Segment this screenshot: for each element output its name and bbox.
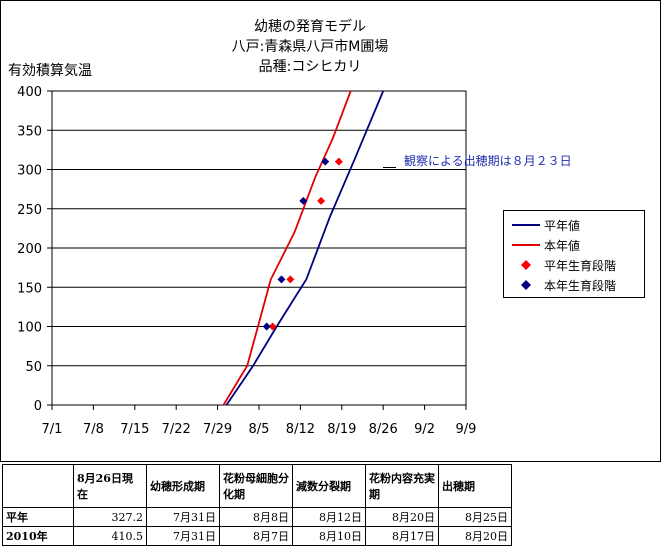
x-tick-label: 9/2	[414, 422, 435, 437]
y-tick-label: 350	[17, 124, 42, 139]
legend-item-current-line: 本年値	[504, 235, 644, 255]
y-tick-label: 200	[17, 242, 42, 257]
table-cell: 8月10日	[292, 526, 366, 546]
y-axis-label: 有効積算気温	[8, 63, 92, 79]
chart-title-line-3: 品種:コシヒカリ	[258, 59, 362, 75]
legend-label: 平年生育段階	[544, 259, 617, 273]
y-tick-label: 250	[17, 203, 42, 218]
data-point-diamond	[262, 322, 271, 331]
table-cell: 2010年	[2, 526, 74, 546]
chart-title-line-1: 幼穂の発育モデル	[254, 19, 366, 35]
x-tick-label: 7/22	[162, 422, 191, 437]
legend-line-swatch-navy	[512, 224, 540, 226]
y-tick-label: 0	[34, 399, 42, 414]
table-cell: 7月31日	[146, 526, 220, 546]
table-header-cell: 花粉内容充実期	[365, 464, 439, 508]
series-line-1	[222, 90, 352, 406]
x-tick-label: 7/8	[83, 422, 104, 437]
x-tick-label: 7/29	[203, 422, 232, 437]
table-cell: 7月31日	[146, 507, 220, 527]
x-tick-label: 7/1	[42, 422, 63, 437]
table-cell: 8月12日	[292, 507, 366, 527]
series-line-0	[225, 90, 385, 406]
line-chart: 0 50 100 150 200 250 300 350 400 7/1 7/8 7/15 7/22 7/…	[17, 85, 477, 437]
chart-title-line-2: 八戸:青森県八戸市M圃場	[231, 39, 389, 55]
table-row: 2010年 410.5 7月31日 8月7日 8月10日 8月17日 8月20日	[2, 526, 512, 546]
table-cell: 410.5	[73, 526, 147, 546]
x-tick-label: 8/26	[369, 422, 398, 437]
legend-item-normal-line: 平年値	[504, 215, 644, 235]
x-tick-label: 8/19	[327, 422, 356, 437]
table-header-cell: 減数分裂期	[292, 464, 366, 508]
y-tick-label: 150	[17, 281, 42, 296]
legend-diamond-red	[521, 260, 531, 270]
table-cell: 8月7日	[219, 526, 293, 546]
table-cell: 327.2	[73, 507, 147, 527]
chart-frame	[0, 0, 661, 462]
y-tick-label: 300	[17, 164, 42, 179]
table-header-cell: 出穂期	[438, 464, 512, 508]
table-header-cell: 幼穂形成期	[146, 464, 220, 508]
x-tick-label: 9/9	[456, 422, 477, 437]
table-header-row: 8月26日現在 幼穂形成期 花粉母細胞分化期 減数分裂期 花粉内容充実期 出穂期	[2, 464, 512, 508]
y-tick-label: 100	[17, 321, 42, 336]
table-cell: 8月8日	[219, 507, 293, 527]
table-row: 平年 327.2 7月31日 8月8日 8月12日 8月20日 8月25日	[2, 507, 512, 527]
table-cell: 平年	[2, 507, 74, 527]
table-cell: 8月25日	[438, 507, 512, 527]
x-tick-label: 7/15	[120, 422, 149, 437]
legend-diamond-navy	[521, 280, 531, 290]
heading-observation-annotation: 観察による出穂期は８月２３日	[404, 154, 572, 168]
legend-item-current-stage: 本年生育段階	[504, 275, 644, 295]
data-point-diamond	[317, 196, 326, 205]
table-cell: 8月20日	[365, 507, 439, 527]
legend-label: 本年値	[544, 239, 581, 253]
table-cell: 8月17日	[365, 526, 439, 546]
data-point-diamond	[299, 196, 308, 205]
data-point-diamond	[268, 322, 277, 331]
table-header-cell: 8月26日現在	[73, 464, 147, 508]
table-header-cell: 花粉母細胞分化期	[219, 464, 293, 508]
legend-label: 本年生育段階	[544, 279, 617, 293]
x-tick-label: 8/12	[286, 422, 315, 437]
x-tick-label: 8/5	[249, 422, 270, 437]
legend-label: 平年値	[544, 219, 581, 233]
data-point-diamond	[321, 157, 330, 166]
y-tick-label: 400	[17, 85, 42, 100]
data-point-diamond	[286, 275, 295, 284]
table-cell: 8月20日	[438, 526, 512, 546]
legend-item-normal-stage: 平年生育段階	[504, 255, 644, 275]
chart-legend: 平年値 本年値 平年生育段階 本年生育段階	[503, 210, 645, 298]
data-point-diamond	[277, 275, 286, 284]
data-point-diamond	[334, 157, 343, 166]
growth-stage-table: 8月26日現在 幼穂形成期 花粉母細胞分化期 減数分裂期 花粉内容充実期 出穂期…	[2, 464, 512, 546]
legend-line-swatch-red	[512, 244, 540, 246]
table-header-cell	[2, 464, 74, 508]
y-tick-label: 50	[25, 360, 42, 375]
